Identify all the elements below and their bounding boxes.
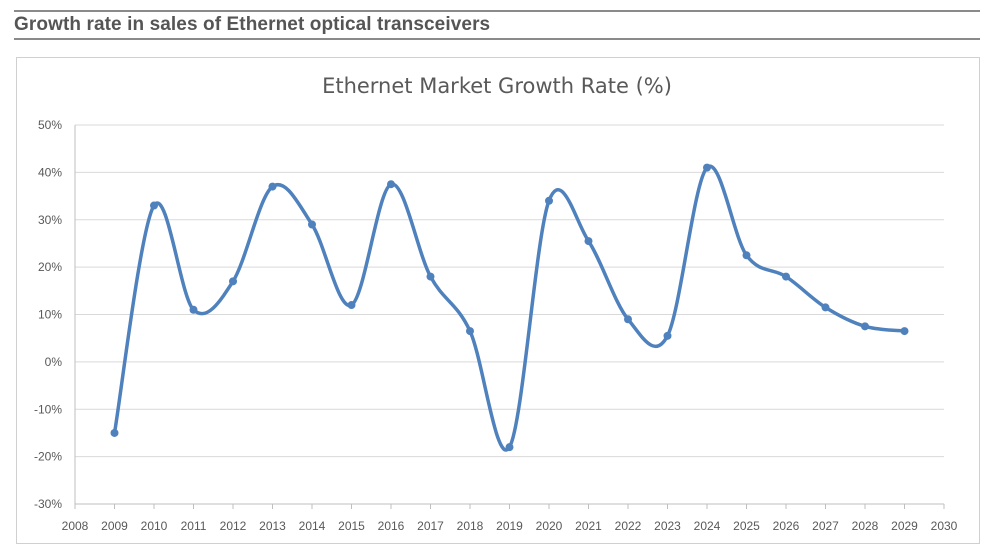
data-point	[584, 237, 593, 246]
data-point	[110, 428, 119, 437]
data-point	[782, 272, 790, 281]
series-layer	[112, 164, 907, 452]
data-point	[703, 163, 711, 172]
data-point	[545, 196, 553, 205]
x-tick-label: 2023	[654, 519, 681, 533]
x-tick-label: 2026	[773, 519, 800, 533]
y-tick-label: 10%	[38, 308, 62, 322]
x-tick-label: 2011	[181, 519, 207, 533]
x-tick-label: 2012	[220, 519, 247, 533]
chart-title: Ethernet Market Growth Rate (%)	[322, 74, 672, 98]
data-point	[347, 301, 356, 310]
page-title: Growth rate in sales of Ethernet optical…	[14, 14, 491, 35]
x-tick-label: 2021	[575, 519, 602, 533]
data-point	[268, 182, 277, 191]
x-tick-label: 2028	[852, 519, 879, 533]
y-tick-label: 30%	[38, 213, 62, 227]
x-tick-label: 2014	[299, 519, 326, 533]
chart-frame	[16, 57, 980, 544]
y-tick-label: -20%	[34, 450, 62, 464]
data-point	[900, 327, 909, 336]
data-point	[387, 180, 395, 189]
data-point	[861, 322, 869, 331]
x-axis-ticks: 2008 2009 2010 2011 2012 2013 2014 2015 2016 2017…	[62, 504, 958, 533]
header-rule-top	[14, 10, 980, 12]
x-tick-label: 2015	[338, 519, 365, 533]
data-point	[742, 251, 751, 260]
data-point	[466, 327, 474, 336]
data-point	[150, 201, 158, 210]
y-tick-label: 50%	[38, 118, 62, 132]
x-tick-label: 2025	[733, 519, 760, 533]
x-tick-label: 2018	[457, 519, 484, 533]
data-point	[308, 220, 316, 229]
data-point	[189, 305, 198, 314]
series-line	[112, 164, 907, 452]
data-point	[505, 443, 514, 452]
data-point	[624, 315, 632, 324]
y-axis-ticks: -30% -20% -10% 0% 10% 20% 30% 40% 50%	[34, 118, 62, 511]
x-tick-label: 2008	[62, 519, 89, 533]
x-tick-label: 2010	[141, 519, 168, 533]
data-point	[229, 277, 237, 286]
x-tick-label: 2024	[694, 519, 721, 533]
grid-lines	[74, 124, 944, 505]
x-tick-label: 2009	[101, 519, 128, 533]
x-tick-label: 2019	[496, 519, 523, 533]
x-tick-label: 2020	[536, 519, 563, 533]
x-tick-label: 2016	[378, 519, 405, 533]
x-tick-label: 2027	[812, 519, 839, 533]
y-tick-label: 0%	[45, 355, 63, 369]
data-point	[821, 303, 830, 312]
header-rule-bottom	[14, 38, 980, 40]
data-point	[426, 272, 435, 281]
y-tick-label: 20%	[38, 260, 62, 274]
point-markers	[110, 163, 909, 452]
x-tick-label: 2030	[931, 519, 958, 533]
x-tick-label: 2029	[891, 519, 918, 533]
data-point	[663, 331, 672, 340]
y-tick-label: -10%	[34, 402, 62, 416]
x-tick-label: 2022	[615, 519, 642, 533]
y-tick-label: -30%	[34, 497, 62, 511]
x-tick-label: 2017	[417, 519, 444, 533]
y-tick-label: 40%	[38, 165, 62, 179]
x-tick-label: 2013	[259, 519, 286, 533]
